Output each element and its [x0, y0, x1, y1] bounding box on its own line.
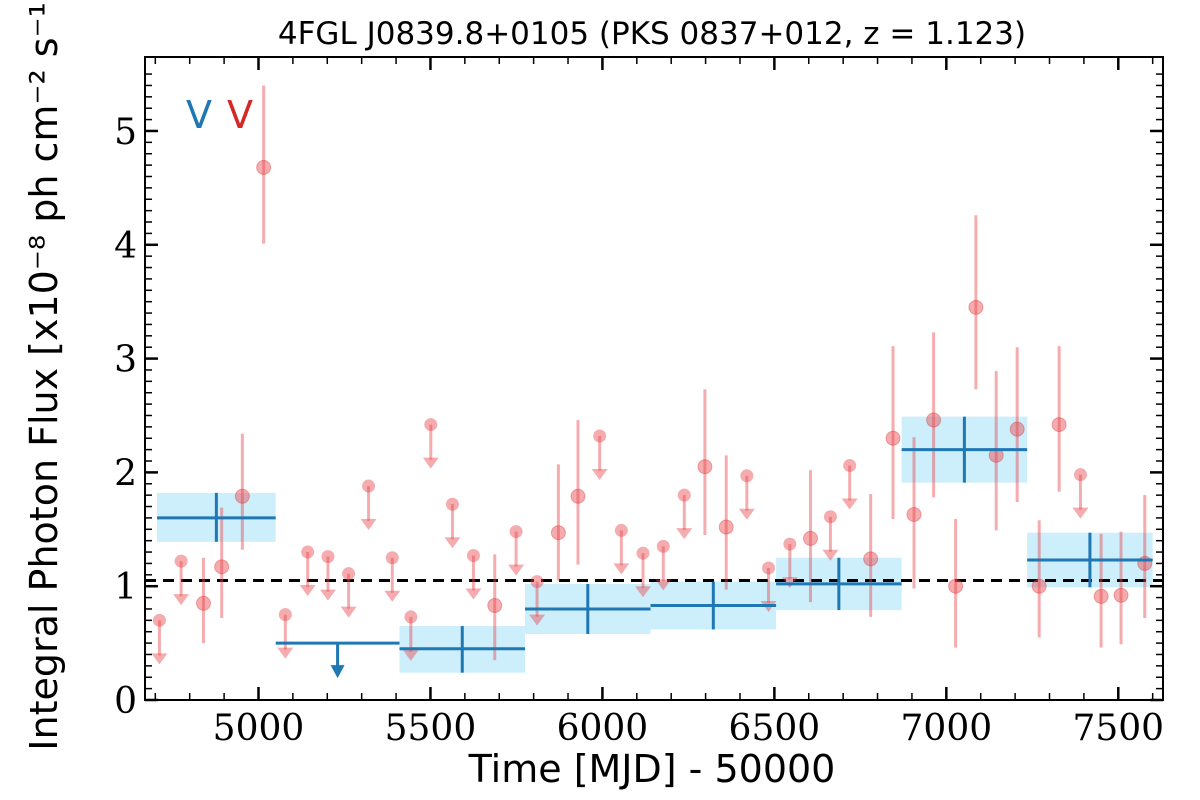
- fine-bin-point: [885, 430, 901, 446]
- upper-limit-point: [445, 497, 459, 511]
- upper-limit-arrowhead: [340, 606, 357, 618]
- upper-limit-arrowhead: [1072, 507, 1089, 519]
- fine-bin-point: [1009, 421, 1025, 437]
- upper-limit-point: [509, 525, 523, 539]
- upper-limit-arrowhead: [173, 594, 190, 606]
- upper-limit-arrowhead: [422, 457, 439, 469]
- fine-bin-point: [256, 159, 272, 175]
- x-tick-label: 5000: [213, 708, 305, 749]
- upper-limit-arrowhead: [613, 563, 630, 575]
- legend-marker-fine: V: [227, 93, 253, 137]
- x-tick-label: 6000: [557, 708, 649, 749]
- upper-limit-arrowhead: [634, 586, 651, 598]
- upper-limit-point: [385, 551, 399, 565]
- y-tick-label: 3: [114, 340, 137, 381]
- fine-bin-point: [906, 506, 922, 522]
- upper-limit-point: [823, 510, 837, 524]
- upper-limit-arrowhead: [465, 588, 482, 600]
- fine-bin-point: [487, 598, 503, 614]
- y-tick-label: 1: [114, 567, 137, 608]
- upper-limit-point: [677, 488, 691, 502]
- upper-limit-point: [466, 548, 480, 562]
- upper-limit-point: [152, 613, 166, 627]
- upper-limit-arrowhead: [676, 528, 693, 540]
- coarse-upper-limit-arrowhead: [330, 665, 345, 679]
- y-tick-label: 0: [114, 681, 137, 722]
- upper-limit-arrowhead: [444, 537, 461, 549]
- upper-limit-point: [614, 523, 628, 537]
- fine-bin-point: [550, 525, 566, 541]
- upper-limit-point: [362, 479, 376, 493]
- fine-bin-point: [234, 488, 250, 504]
- upper-limit-arrowhead: [299, 585, 316, 597]
- upper-limit-arrowhead: [384, 590, 401, 602]
- upper-limit-point: [174, 554, 188, 568]
- y-axis-label: Integral Photon Flux [x10⁻⁸ ph cm⁻² s⁻¹]: [22, 0, 66, 751]
- upper-limit-point: [843, 459, 857, 473]
- x-tick-label: 7500: [1072, 708, 1164, 749]
- x-axis-label: Time [MJD] - 50000: [468, 747, 836, 791]
- upper-limit-point: [530, 575, 544, 589]
- fine-bin-point: [802, 530, 818, 546]
- fine-bin-point: [195, 595, 211, 611]
- upper-limit-point: [404, 610, 418, 624]
- upper-limit-arrowhead: [508, 564, 525, 576]
- upper-limit-point: [783, 537, 797, 551]
- fine-bin-point: [968, 299, 984, 315]
- upper-limit-point: [740, 469, 754, 483]
- fine-bin-point: [1031, 578, 1047, 594]
- x-tick-label: 6500: [729, 708, 821, 749]
- upper-limit-point: [342, 567, 356, 581]
- fine-bin-point: [570, 488, 586, 504]
- fine-bin-point: [214, 559, 230, 575]
- y-tick-label: 2: [114, 453, 137, 494]
- upper-limit-point: [301, 545, 315, 559]
- y-tick-label: 5: [114, 112, 137, 153]
- y-tick-label: 4: [114, 226, 137, 267]
- upper-limit-point: [656, 539, 670, 553]
- fine-bin-point: [926, 412, 942, 428]
- upper-limit-point: [424, 418, 438, 432]
- upper-limit-point: [278, 608, 292, 622]
- upper-limit-arrowhead: [360, 519, 377, 531]
- fine-bin-point: [697, 459, 713, 475]
- x-tick-label: 5500: [385, 708, 477, 749]
- upper-limit-point: [762, 561, 776, 575]
- upper-limit-arrowhead: [591, 468, 608, 480]
- upper-limit-arrowhead: [529, 614, 546, 626]
- upper-limit-point: [593, 429, 607, 443]
- upper-limit-arrowhead: [822, 549, 839, 561]
- fine-bin-point: [1051, 417, 1067, 433]
- plot-area: 5000 5500 6000 6500 7000 7500 0 1 2 3 4 5: [114, 56, 1164, 749]
- fine-bin-point: [863, 551, 879, 567]
- chart-title: 4FGL J0839.8+0105 (PKS 0837+012, z = 1.1…: [278, 16, 1026, 52]
- upper-limit-arrowhead: [655, 579, 672, 591]
- x-tick-label: 7000: [901, 708, 993, 749]
- legend: V V: [186, 93, 253, 137]
- upper-limit-point: [321, 550, 335, 564]
- upper-limit-arrowhead: [277, 647, 294, 659]
- fine-bin-point: [718, 519, 734, 535]
- fine-bin-point: [1113, 587, 1129, 603]
- plot-frame: [144, 56, 1164, 701]
- upper-limit-point: [1073, 468, 1087, 482]
- upper-limit-arrowhead: [402, 649, 419, 661]
- upper-limit-arrowhead: [841, 498, 858, 510]
- upper-limit-arrowhead: [319, 589, 336, 601]
- upper-limit-arrowhead: [738, 508, 755, 520]
- upper-limit-point: [636, 546, 650, 560]
- legend-marker-coarse: V: [186, 93, 212, 137]
- upper-limit-arrowhead: [151, 653, 168, 665]
- fine-bin-point: [1093, 588, 1109, 604]
- fine-bin-point: [948, 578, 964, 594]
